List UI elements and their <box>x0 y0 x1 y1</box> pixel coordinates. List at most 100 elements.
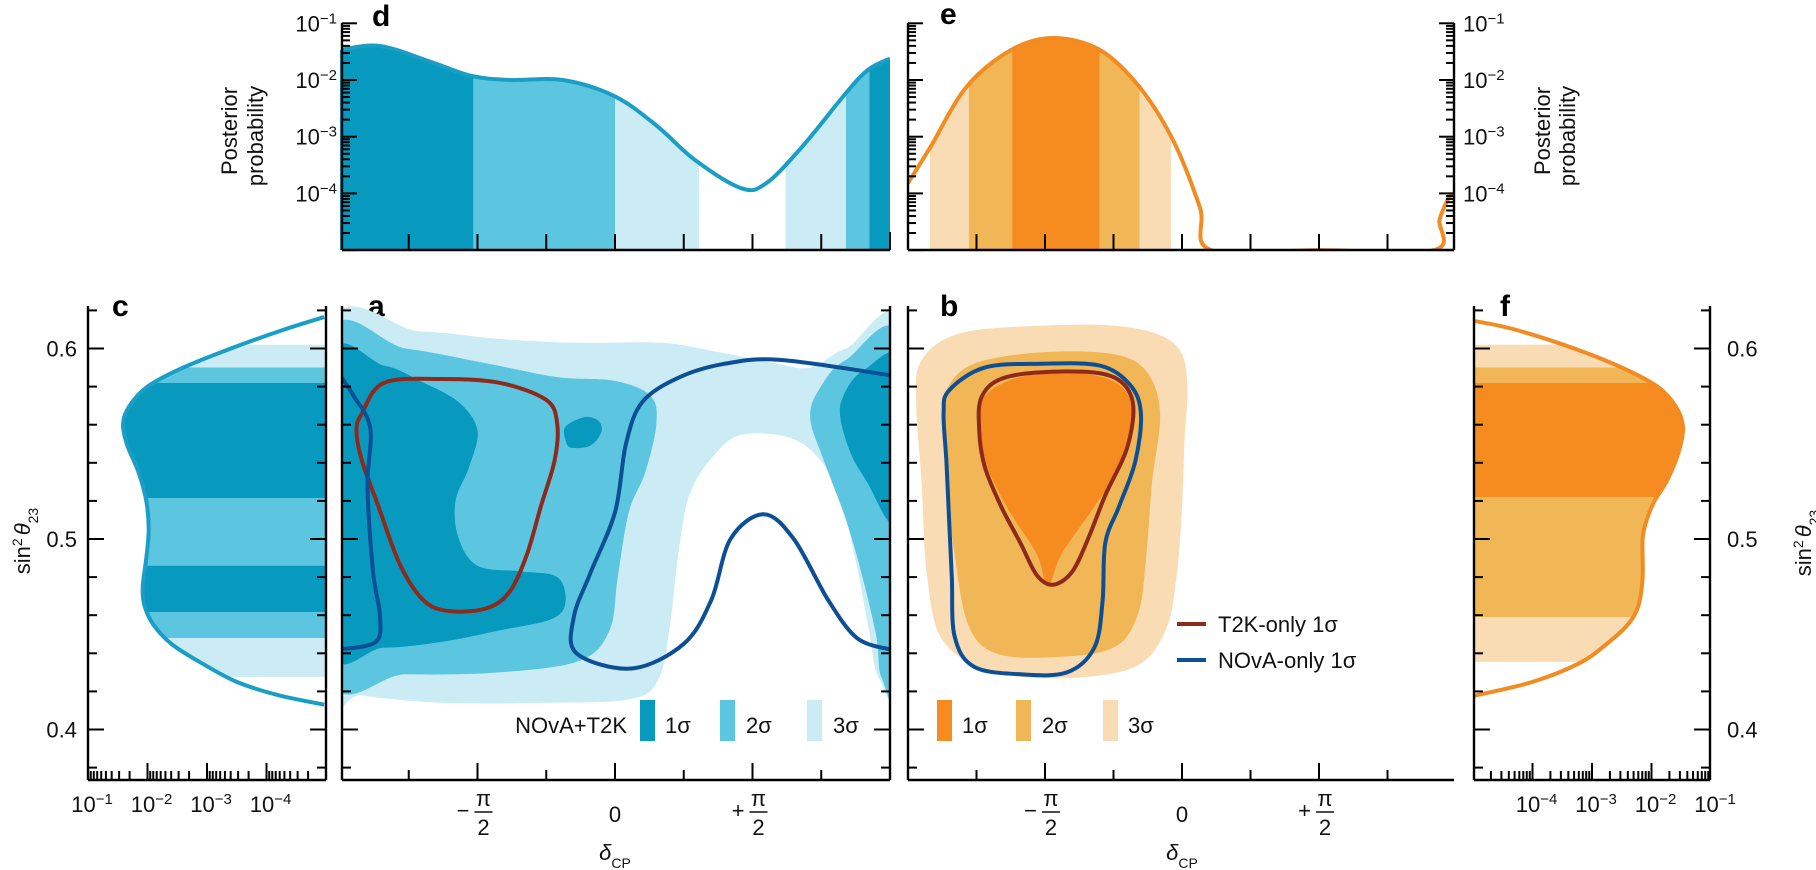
x-axis-title-sub: CP <box>1178 855 1197 870</box>
tick-exponent: −1 <box>320 10 337 27</box>
tspan: π <box>476 786 491 811</box>
d-band-2sigma <box>473 76 615 250</box>
tick-base: 10 <box>1463 181 1487 206</box>
x-tick-label-denominator: 2 <box>477 815 489 840</box>
tspan: + <box>732 798 745 823</box>
x-tick-label-denominator: 2 <box>1319 815 1331 840</box>
legend-label-3sigma: 3σ <box>1128 713 1154 738</box>
e-band-3sigma <box>929 84 969 250</box>
nova-only-1sigma-contour <box>568 357 890 671</box>
prob-tick-label-d: 10−3 <box>295 123 337 150</box>
legend-swatch-blue-1sigma <box>640 700 655 741</box>
prob-tick-label-e: 10−3 <box>1463 123 1505 150</box>
y-axis-title-sub: 23 <box>25 508 41 524</box>
tick-base: 10 <box>250 792 274 817</box>
prob-tick-label-f: 10−4 <box>1516 791 1558 818</box>
e-band-2sigma <box>968 49 1013 250</box>
c-band-3sigma <box>164 638 326 677</box>
tick-exponent: −4 <box>320 180 337 197</box>
y-axis-title-sin: sin <box>1791 548 1816 576</box>
panel-letter-f: f <box>1500 290 1511 323</box>
legend-swatch-orange-2sigma <box>1016 700 1031 741</box>
x-tick-label-sign: + <box>1298 798 1311 823</box>
d-posterior-curve <box>342 43 890 193</box>
region-1sigma <box>342 343 566 665</box>
d-band-1sigma <box>869 58 890 250</box>
tick-base: 10 <box>1694 792 1718 817</box>
tspan: π <box>1317 786 1332 811</box>
legend-label-1sigma: 1σ <box>665 713 691 738</box>
y-axis-title-right: sin2 θ23 <box>1790 510 1816 577</box>
y-tick-label-left: 0.5 <box>46 527 77 552</box>
f-band-2sigma <box>1474 367 1652 383</box>
x-axis-title-delta: δ <box>599 840 612 865</box>
legend-combined: NOvA+T2K 1σ 2σ 3σ <box>515 700 859 741</box>
x-tick-label-sign: − <box>457 798 470 823</box>
nova-only-1sigma-contour <box>941 361 1144 678</box>
tick-base: 10 <box>1463 11 1487 36</box>
prob-tick-label-e: 10−1 <box>1463 10 1505 37</box>
c-band-3sigma <box>183 344 326 368</box>
y-axis-title-sin: sin <box>10 546 35 574</box>
f-band-2sigma <box>1474 497 1657 618</box>
prob-tick-label-f: 10−1 <box>1694 791 1736 818</box>
tspan: 0.6 <box>46 337 77 362</box>
prob-tick-label-d: 10−2 <box>295 67 337 94</box>
f-band-3sigma <box>1474 617 1634 662</box>
y-tick-label-left: 0.6 <box>46 337 77 362</box>
c-band-2sigma <box>146 611 326 639</box>
legend-label-2sigma: 2σ <box>746 713 772 738</box>
prob-axis-title-right-line2: probability <box>1555 86 1580 186</box>
x-axis-title-sub: CP <box>611 855 630 870</box>
panel-letter-e: e <box>940 0 957 31</box>
tick-base: 10 <box>1575 792 1599 817</box>
x-tick-label-sign: − <box>1024 798 1037 823</box>
x-tick-label-numerator: π <box>1043 786 1058 811</box>
y-axis-title-left: sin2 θ23 <box>9 508 41 575</box>
y-axis-title-sup: 2 <box>9 538 25 546</box>
y-tick-label-right: 0.6 <box>1727 337 1758 362</box>
tspan: 0.4 <box>1727 718 1758 743</box>
e-band-2sigma <box>1099 49 1140 250</box>
legend-label-2sigma: 2σ <box>1042 713 1068 738</box>
tick-base: 10 <box>1516 792 1540 817</box>
tspan: π <box>751 786 766 811</box>
tick-base: 10 <box>71 792 95 817</box>
y-axis-title-sup: 2 <box>1790 540 1806 548</box>
prob-tick-label-c: 10−3 <box>190 791 232 818</box>
panel-letter-b: b <box>940 290 958 323</box>
tick-exponent: −2 <box>320 67 337 84</box>
tick-base: 10 <box>295 181 319 206</box>
tick-exponent: −3 <box>1487 123 1504 140</box>
f-band-3sigma <box>1474 344 1622 368</box>
prob-tick-label-d: 10−4 <box>295 180 337 207</box>
legend-swatch-orange-1sigma <box>937 700 952 741</box>
tick-base: 10 <box>131 792 155 817</box>
tick-exponent: −3 <box>1600 791 1617 808</box>
region-1sigma <box>839 352 890 525</box>
legend-t2k-only: 1σ 2σ 3σ <box>937 700 1154 741</box>
tspan: − <box>457 798 470 823</box>
x-tick-label-numerator: π <box>751 786 766 811</box>
e-posterior-curve <box>908 35 1454 250</box>
prob-axis-title-left-line2: probability <box>243 86 268 186</box>
tspan: 0 <box>1176 802 1188 827</box>
tick-exponent: −1 <box>1487 10 1504 27</box>
tspan: π <box>1043 786 1058 811</box>
prob-axis-title-left-line1: Posterior <box>217 87 242 175</box>
legend-swatch-blue-3sigma <box>807 700 822 741</box>
tspan: 0.5 <box>1727 527 1758 552</box>
x-axis-title-a: δCP <box>599 840 631 870</box>
tspan: 2 <box>1319 815 1331 840</box>
prob-axis-title-right-line1: Posterior <box>1530 87 1555 175</box>
t2k-only-1sigma-contour <box>354 376 560 614</box>
tspan: 2 <box>477 815 489 840</box>
y-axis-title-theta: θ <box>10 523 35 535</box>
prob-tick-label-e: 10−2 <box>1463 67 1505 94</box>
x-tick-label: 0 <box>1176 802 1188 827</box>
c-band-1sigma <box>142 565 326 612</box>
tick-exponent: −3 <box>320 123 337 140</box>
d-band-3sigma <box>785 93 846 250</box>
f-band-1sigma <box>1474 382 1684 498</box>
x-tick-label-numerator: π <box>476 786 491 811</box>
